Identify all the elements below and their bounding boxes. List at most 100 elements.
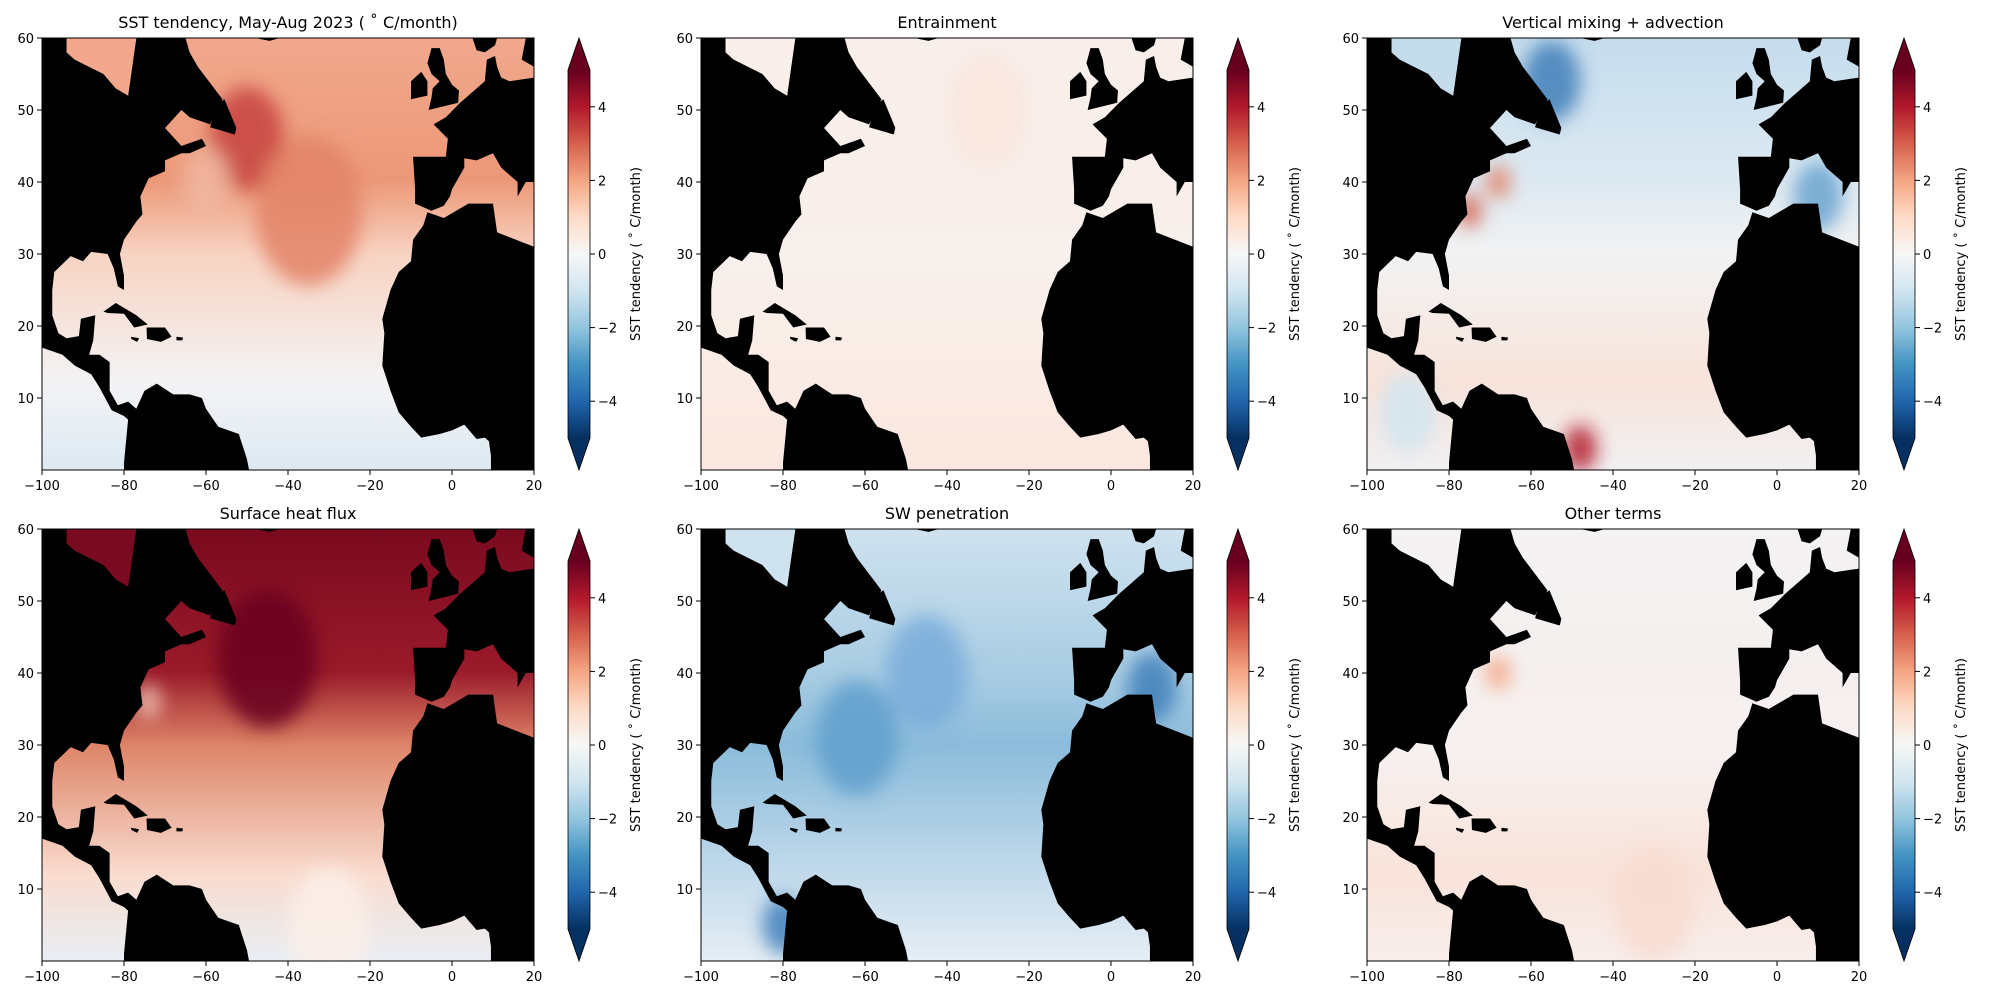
y-tick-label: 30	[17, 248, 34, 263]
x-tick-label: 20	[1185, 970, 1202, 985]
panel-4: Surface heat flux−100 −80 −60 −40 −20 0 201020…	[17, 504, 644, 985]
map	[42, 529, 534, 961]
land-mask	[382, 694, 534, 961]
colorbar-tick-label: 4	[1923, 592, 1931, 607]
land-mask	[1471, 327, 1497, 342]
land-mask	[835, 336, 843, 341]
land-mask	[130, 336, 140, 342]
x-tick-label: −40	[274, 479, 301, 494]
colorbar: −4 −2 0 2 4 SST tendency ( ˚ C/month)	[567, 36, 644, 472]
y-tick-label: 50	[17, 595, 34, 610]
x-tick-label: 0	[448, 970, 456, 985]
x-tick-label: −40	[274, 970, 301, 985]
y-tick-label: 50	[17, 104, 34, 119]
field-anomaly	[1379, 372, 1437, 453]
y-tick-label: 10	[17, 392, 34, 407]
x-tick-label: −80	[110, 970, 137, 985]
colorbar-tick-label: −4	[1257, 886, 1276, 901]
colorbar-label: SST tendency ( ˚ C/month)	[1287, 658, 1303, 832]
x-tick-label: −60	[1517, 970, 1544, 985]
land-mask	[255, 38, 280, 41]
y-tick-label: 30	[676, 739, 693, 754]
x-tick-label: 0	[448, 479, 456, 494]
y-tick-label: 20	[676, 320, 693, 335]
colorbar-tick-label: −4	[598, 395, 617, 410]
colorbar-outline	[567, 36, 591, 472]
y-tick-label: 40	[17, 176, 34, 191]
y-tick-label: 20	[676, 811, 693, 826]
colorbar-body	[1893, 70, 1915, 438]
y-tick-label: 30	[17, 739, 34, 754]
colorbar-extend-min	[1227, 929, 1249, 961]
land-mask	[210, 99, 237, 135]
x-tick-label: −80	[1435, 479, 1462, 494]
x-tick-label: −100	[1349, 970, 1385, 985]
y-tick-label: 20	[17, 320, 34, 335]
y-tick-label: 40	[1342, 667, 1359, 682]
x-tick-label: 0	[1773, 970, 1781, 985]
x-tick-label: −40	[933, 970, 960, 985]
colorbar-extend-min	[1893, 438, 1915, 470]
field-anomaly	[1485, 655, 1511, 691]
colorbar-outline	[1226, 527, 1250, 963]
land-mask	[805, 818, 831, 833]
colorbar-body	[1227, 70, 1249, 438]
map	[1367, 38, 1859, 470]
colorbar-tick-label: −4	[1257, 395, 1276, 410]
colorbar-label: SST tendency ( ˚ C/month)	[628, 658, 644, 832]
y-tick-label: 40	[17, 667, 34, 682]
field-anomaly	[815, 680, 898, 796]
land-mask	[1455, 336, 1465, 342]
land-mask	[1535, 590, 1562, 626]
hudson-bay	[1391, 38, 1462, 96]
land-mask	[1580, 529, 1605, 532]
land-mask	[1736, 71, 1753, 100]
land-mask	[1428, 302, 1473, 328]
panel-title: Entrainment	[897, 13, 996, 32]
x-tick-label: 0	[1107, 479, 1115, 494]
y-tick-label: 60	[676, 523, 693, 538]
field-anomalies	[947, 52, 1029, 168]
colorbar-tick-label: 2	[1257, 665, 1265, 680]
hudson-bay	[66, 529, 137, 587]
y-tick-label: 10	[1342, 883, 1359, 898]
colorbar-tick-label: −2	[1923, 322, 1942, 337]
hudson-bay	[725, 38, 796, 96]
land-mask	[1535, 99, 1562, 135]
panel-2: Entrainment−100 −80 −60 −40 −20 0 201020304050…	[676, 13, 1303, 494]
colorbar-tick-label: 2	[1257, 174, 1265, 189]
land-mask	[1367, 529, 1575, 961]
map	[701, 38, 1193, 470]
hudson-bay	[1391, 529, 1462, 587]
land-mask	[789, 827, 799, 833]
land-mask	[1736, 562, 1753, 591]
y-tick-label: 20	[1342, 320, 1359, 335]
colorbar-tick-label: 4	[1257, 101, 1265, 116]
land-mask	[1070, 562, 1087, 591]
y-tick-label: 10	[676, 883, 693, 898]
colorbar-extend-max	[568, 38, 590, 70]
y-tick-label: 10	[676, 392, 693, 407]
panel-title: SW penetration	[885, 504, 1009, 523]
x-tick-label: −80	[769, 970, 796, 985]
colorbar-tick-label: −2	[598, 813, 617, 828]
colorbar-outline	[567, 527, 591, 963]
y-tick-label: 60	[1342, 523, 1359, 538]
colorbar-tick-label: 2	[1923, 174, 1931, 189]
land-mask	[255, 529, 280, 532]
x-tick-label: −80	[110, 479, 137, 494]
colorbar-extend-max	[1227, 38, 1249, 70]
map	[701, 529, 1193, 961]
land-mask	[146, 327, 172, 342]
land-mask	[1471, 818, 1497, 833]
colorbar-tick-label: 4	[598, 101, 606, 116]
colorbar-extend-min	[568, 438, 590, 470]
y-tick-label: 30	[1342, 739, 1359, 754]
colorbar-tick-label: 0	[598, 739, 606, 754]
land-mask	[176, 336, 184, 341]
y-tick-label: 60	[17, 32, 34, 47]
land-mask	[146, 818, 172, 833]
land-mask	[835, 827, 843, 832]
land-mask	[176, 827, 184, 832]
